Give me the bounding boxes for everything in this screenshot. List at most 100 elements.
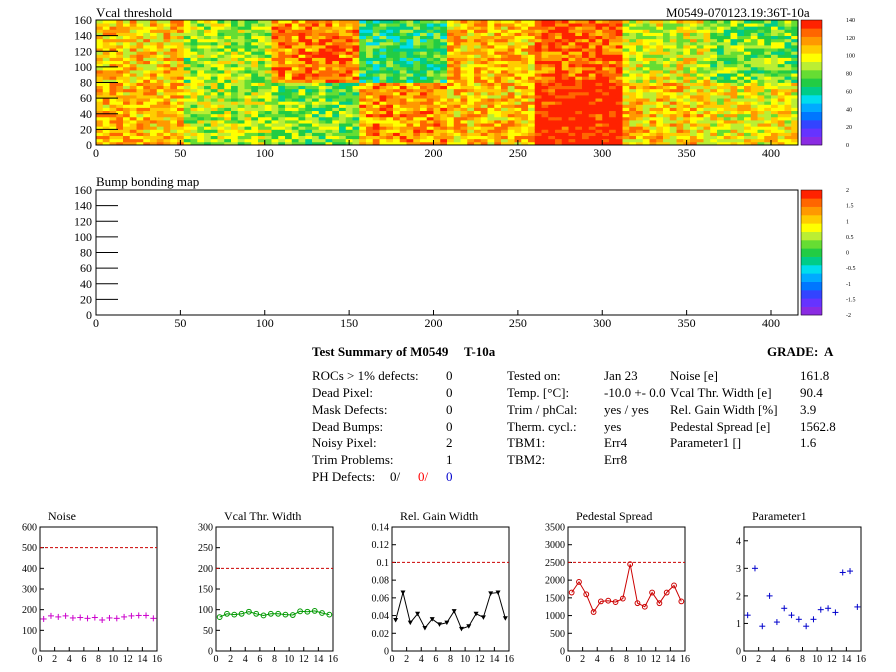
heatmap-cell xyxy=(676,35,684,40)
heatmap-cell xyxy=(629,107,637,112)
map1-y-tick-label: 140 xyxy=(74,29,92,43)
heatmap-cell xyxy=(528,70,536,74)
heatmap-cell xyxy=(251,76,259,80)
heatmap-cell xyxy=(723,116,731,121)
heatmap-cell xyxy=(602,120,610,124)
heatmap-cell xyxy=(669,113,677,118)
heatmap-cell xyxy=(521,20,529,24)
heatmap-cell xyxy=(170,141,178,146)
heatmap-cell xyxy=(669,57,677,62)
heatmap-cell xyxy=(615,48,623,52)
heatmap-cell xyxy=(575,54,583,58)
heatmap-cell xyxy=(642,141,650,146)
heatmap-cell xyxy=(744,38,752,43)
heatmap-cell xyxy=(447,38,455,43)
heatmap-cell xyxy=(325,73,333,77)
heatmap-cell xyxy=(568,54,576,58)
heatmap-cell xyxy=(258,95,266,99)
heatmap-cell xyxy=(170,120,178,124)
heatmap-cell xyxy=(460,98,468,102)
heatmap-cell xyxy=(116,91,124,96)
heatmap-cell xyxy=(123,41,131,46)
heatmap-cell xyxy=(433,126,441,130)
heatmap-cell xyxy=(514,51,522,55)
y-tick-label: 0.06 xyxy=(372,593,390,604)
data-point xyxy=(671,582,677,589)
heatmap-cell xyxy=(123,95,131,99)
heatmap-cell xyxy=(487,45,495,49)
heatmap-cell xyxy=(750,113,758,118)
heatmap-cell xyxy=(453,26,461,30)
heatmap-cell xyxy=(723,129,731,133)
heatmap-cell xyxy=(791,110,799,115)
summary-mid-label: Tested on: xyxy=(507,368,561,383)
map1-palette-label: 100 xyxy=(846,54,855,60)
heatmap-cell xyxy=(649,23,657,27)
heatmap-cell xyxy=(359,70,367,74)
heatmap-cell xyxy=(386,20,394,24)
heatmap-cell xyxy=(413,98,421,102)
heatmap-cell xyxy=(636,38,644,43)
heatmap-cell xyxy=(636,138,644,143)
heatmap-cell xyxy=(352,95,360,99)
heatmap-cell xyxy=(420,141,428,146)
heatmap-cell xyxy=(777,51,785,55)
heatmap-cell xyxy=(420,104,428,108)
heatmap-cell xyxy=(676,63,684,68)
heatmap-cell xyxy=(555,120,563,124)
heatmap-cell xyxy=(555,26,563,30)
heatmap-cell xyxy=(730,23,738,27)
heatmap-cell xyxy=(507,51,515,55)
heatmap-cell xyxy=(507,91,515,96)
heatmap-cell xyxy=(433,101,441,105)
heatmap-cell xyxy=(744,54,752,58)
heatmap-cell xyxy=(690,23,698,27)
heatmap-cell xyxy=(622,35,630,40)
heatmap-cell xyxy=(366,116,374,121)
heatmap-cell xyxy=(305,104,313,108)
heatmap-cell xyxy=(298,85,306,90)
heatmap-cell xyxy=(561,101,569,105)
heatmap-cell xyxy=(150,63,158,68)
heatmap-cell xyxy=(764,113,772,118)
heatmap-cell xyxy=(366,120,374,124)
heatmap-cell xyxy=(602,70,610,74)
heatmap-cell xyxy=(251,45,259,49)
heatmap-cell xyxy=(507,73,515,77)
heatmap-cell xyxy=(278,38,286,43)
heatmap-cell xyxy=(744,129,752,133)
heatmap-cell xyxy=(298,120,306,124)
heatmap-cell xyxy=(663,123,671,127)
heatmap-cell xyxy=(588,110,596,115)
heatmap-cell xyxy=(656,120,664,124)
heatmap-cell xyxy=(372,113,380,118)
heatmap-cell xyxy=(575,60,583,65)
heatmap-cell xyxy=(723,132,731,137)
heatmap-cell xyxy=(325,20,333,24)
heatmap-cell xyxy=(636,126,644,130)
map2-palette-label: 1 xyxy=(846,219,849,225)
heatmap-cell xyxy=(136,70,144,74)
heatmap-cell xyxy=(183,101,191,105)
heatmap-cell xyxy=(690,104,698,108)
heatmap-cell xyxy=(690,88,698,93)
heatmap-cell xyxy=(372,141,380,146)
heatmap-cell xyxy=(460,38,468,43)
heatmap-cell xyxy=(379,70,387,74)
heatmap-cell xyxy=(453,57,461,62)
heatmap-cell xyxy=(210,41,218,46)
heatmap-cell xyxy=(521,48,529,52)
heatmap-cell xyxy=(291,123,299,127)
heatmap-cell xyxy=(447,63,455,68)
heatmap-cell xyxy=(285,20,293,24)
heatmap-cell xyxy=(703,98,711,102)
heatmap-cell xyxy=(521,23,529,27)
heatmap-cell xyxy=(764,51,772,55)
heatmap-cell xyxy=(615,45,623,49)
heatmap-cell xyxy=(440,104,448,108)
heatmap-cell xyxy=(561,20,569,24)
heatmap-cell xyxy=(534,51,542,55)
heatmap-cell xyxy=(622,57,630,62)
heatmap-cell xyxy=(204,54,212,58)
heatmap-cell xyxy=(717,66,725,71)
